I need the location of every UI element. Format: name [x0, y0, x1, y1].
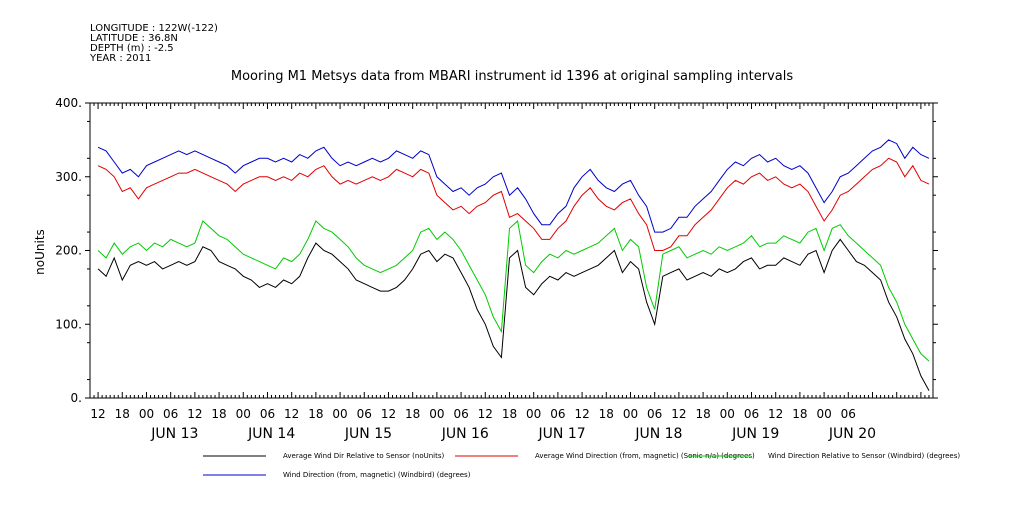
x-tick-label: 18 [792, 407, 807, 421]
day-label: JUN 17 [538, 426, 586, 442]
x-tick-label: 12 [187, 407, 202, 421]
day-label: JUN 13 [150, 426, 198, 442]
x-tick-label: 18 [308, 407, 323, 421]
x-tick-label: 06 [260, 407, 275, 421]
x-tick-label: 06 [647, 407, 662, 421]
x-tick-label: 00 [332, 407, 347, 421]
x-tick-label: 12 [574, 407, 589, 421]
x-tick-label: 00 [816, 407, 831, 421]
y-tick-label: 0. [71, 391, 82, 405]
y-tick-label: 100. [55, 317, 82, 331]
legend-label-2: Average Wind Direction (from, magnetic) … [535, 452, 755, 460]
legend-label-3: Wind Direction Relative to Sensor (Windb… [768, 452, 960, 460]
series-line-1 [97, 238, 930, 391]
x-tick-label: 12 [671, 407, 686, 421]
x-tick-label: 18 [502, 407, 517, 421]
plot-frame [89, 102, 934, 399]
legend-label-4: Wind Direction (from, magnetic) (Windbir… [283, 471, 471, 479]
series-line-4 [97, 139, 930, 233]
series-line-3 [97, 220, 930, 362]
chart-title: Mooring M1 Metsys data from MBARI instru… [231, 69, 793, 84]
x-tick-label: 12 [768, 407, 783, 421]
x-tick-label: 18 [695, 407, 710, 421]
year-label: YEAR : 2011 [89, 53, 151, 64]
x-tick-label: 18 [405, 407, 420, 421]
x-tick-label: 06 [163, 407, 178, 421]
x-tick-label: 00 [720, 407, 735, 421]
depth-label: DEPTH (m) : -2.5 [90, 43, 174, 54]
day-label: JUN 20 [828, 426, 876, 442]
series-line-2 [97, 157, 930, 251]
x-tick-label: 06 [550, 407, 565, 421]
y-tick-label: 300. [55, 170, 82, 184]
day-label: JUN 16 [441, 426, 489, 442]
x-tick-label: 12 [478, 407, 493, 421]
day-label: JUN 19 [731, 426, 779, 442]
x-tick-label: 06 [357, 407, 372, 421]
longitude-label: LONGITUDE : 122W(-122) [90, 23, 218, 34]
day-label: JUN 18 [634, 426, 682, 442]
legend: Average Wind Dir Relative to Sensor (noU… [203, 452, 960, 479]
plot-layer: 0. 100. 200. 300. 400. 12 18 00 06 12 18 00 06 12 18 00… [55, 96, 938, 442]
x-tick-label: 18 [211, 407, 226, 421]
x-tick-label: 06 [841, 407, 856, 421]
legend-label-1: Average Wind Dir Relative to Sensor (noU… [283, 452, 444, 460]
x-tick-label: 00 [623, 407, 638, 421]
x-tick-label: 00 [236, 407, 251, 421]
x-tick-label: 18 [599, 407, 614, 421]
y-axis-label: noUnits [33, 229, 47, 275]
y-tick-label: 400. [55, 96, 82, 110]
y-tick-label: 200. [55, 244, 82, 258]
x-tick-label: 00 [526, 407, 541, 421]
x-tick-label: 06 [744, 407, 759, 421]
day-label: JUN 14 [247, 426, 295, 442]
x-tick-label: 12 [284, 407, 299, 421]
x-tick-label: 00 [429, 407, 444, 421]
x-tick-label: 12 [381, 407, 396, 421]
x-tick-label: 18 [115, 407, 130, 421]
latitude-label: LATITUDE : 36.8N [90, 33, 178, 44]
x-tick-label: 06 [453, 407, 468, 421]
x-tick-label: 00 [139, 407, 154, 421]
x-tick-label: 12 [90, 407, 105, 421]
day-label: JUN 15 [344, 426, 392, 442]
